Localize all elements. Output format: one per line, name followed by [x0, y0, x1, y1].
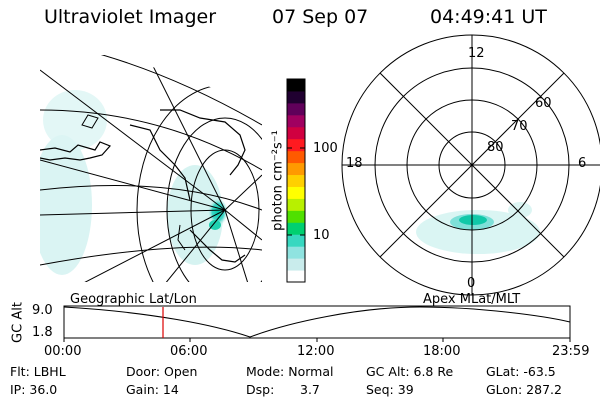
altitude-ytick-9: 9.0 — [32, 303, 53, 318]
polar-plot — [341, 34, 600, 296]
info-mode: Mode: Normal — [246, 364, 334, 379]
info-glon: GLon: 287.2 — [486, 382, 562, 397]
colorbar-band — [287, 222, 305, 235]
colorbar — [287, 79, 305, 283]
lat-label-80: 80 — [487, 140, 504, 155]
lat-label-60: 60 — [535, 96, 552, 111]
altitude-xtick-label-6: 06:00 — [170, 344, 208, 359]
instrument-title: Ultraviolet Imager — [44, 6, 217, 28]
mlt-label-6: 6 — [578, 156, 587, 171]
colorbar-band — [287, 138, 305, 152]
altitude-ylabel: GC Alt — [10, 302, 26, 343]
info-glat: GLat: -63.5 — [486, 364, 556, 379]
colorbar-frame — [286, 78, 306, 283]
info-flt: Flt: LBHL — [10, 364, 66, 379]
colorbar-band — [287, 114, 305, 128]
mlt-label-12: 12 — [468, 46, 485, 61]
apex-panel-label: Apex MLat/MLT — [423, 292, 521, 307]
colorbar-band — [287, 186, 305, 199]
colorbar-band — [287, 102, 305, 116]
colorbar-band — [287, 210, 305, 223]
colorbar-band — [287, 270, 305, 283]
info-dsp-label: Dsp: — [246, 382, 275, 397]
altitude-plot — [63, 305, 571, 342]
colorbar-band — [287, 90, 305, 104]
observation-date: 07 Sep 07 — [272, 6, 369, 28]
mlt-label-18: 18 — [346, 156, 363, 171]
info-seq: Seq: 39 — [366, 382, 414, 397]
colorbar-band — [287, 126, 305, 140]
altitude-xtick-label-0: 00:00 — [44, 344, 82, 359]
colorbar-band — [287, 150, 305, 164]
aurora-oval-glow — [416, 210, 540, 254]
altitude-curve — [63, 306, 571, 338]
colorbar-band — [287, 258, 305, 271]
info-ip: IP: 36.0 — [10, 382, 58, 397]
colorbar-unit-label: photon cm⁻²s⁻¹ — [270, 130, 286, 231]
mlt-line-diag2 — [379, 72, 565, 258]
altitude-xtick-label-12: 12:00 — [297, 344, 335, 359]
info-gcalt: GC Alt: 6.8 Re — [366, 364, 454, 379]
info-dsp-value: 3.7 — [300, 382, 320, 397]
colorbar-band — [287, 174, 305, 187]
colorbar-band — [287, 198, 305, 211]
altitude-frame — [63, 305, 571, 339]
info-door: Door: Open — [126, 364, 198, 379]
altitude-ytick-1.8: 1.8 — [32, 325, 53, 340]
altitude-xtick-label-24: 23:59 — [552, 344, 590, 359]
info-gain: Gain: 14 — [126, 382, 179, 397]
colorbar-tick-label-10: 10 — [313, 228, 330, 243]
colorbar-band — [287, 162, 305, 176]
geographic-panel-label: Geographic Lat/Lon — [70, 292, 197, 307]
colorbar-band — [287, 246, 305, 259]
altitude-xtick-label-18: 18:00 — [423, 344, 461, 359]
colorbar-band — [287, 79, 305, 92]
colorbar-band — [287, 234, 305, 247]
colorbar-tick-label-100: 100 — [313, 141, 338, 156]
lat-label-70: 70 — [511, 119, 528, 134]
mlt-label-0: 0 — [467, 276, 476, 291]
aurora-oval-peak — [459, 215, 487, 225]
observation-time: 04:49:41 UT — [430, 6, 547, 28]
